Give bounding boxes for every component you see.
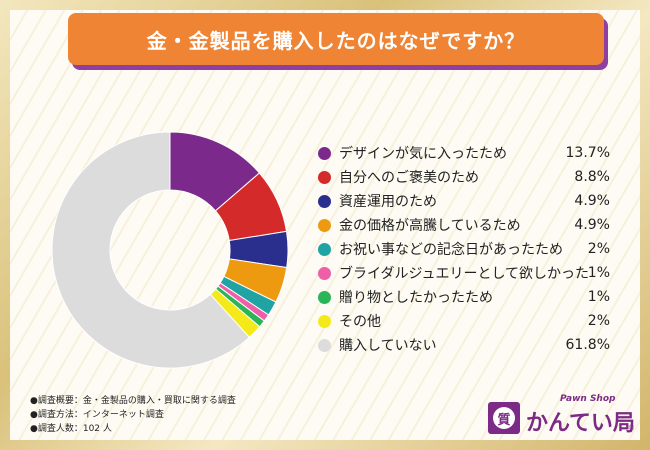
legend-color-dot-icon bbox=[318, 338, 331, 352]
legend-item: 贈り物としたかったため 1% bbox=[318, 285, 618, 309]
survey-note-summary: ●調査概要：金・金製品の購入・買取に関する調査 bbox=[30, 396, 236, 406]
logo-subtitle: Pawn Shop bbox=[560, 394, 616, 404]
legend-label: 金の価格が高騰しているため bbox=[339, 218, 521, 234]
legend-item: お祝い事などの記念日があったため 2% bbox=[318, 237, 618, 261]
legend-item: 購入していない 61.8% bbox=[318, 333, 618, 357]
legend-color-dot-icon bbox=[318, 314, 331, 328]
legend-item: 資産運用のため 4.9% bbox=[318, 189, 618, 213]
legend-item: 金の価格が高騰しているため 4.9% bbox=[318, 213, 618, 237]
legend-label: お祝い事などの記念日があったため bbox=[339, 242, 563, 258]
legend-value: 4.9% bbox=[574, 217, 610, 233]
pawn-mark-icon: 質 bbox=[488, 402, 520, 434]
legend-color-dot-icon bbox=[318, 170, 331, 184]
pawn-mark-text: 質 bbox=[493, 407, 515, 429]
legend-label: 資産運用のため bbox=[339, 194, 437, 210]
legend-color-dot-icon bbox=[318, 290, 331, 304]
legend-item: デザインが気に入ったため 13.7% bbox=[318, 141, 618, 165]
legend-item: ブライダルジュエリーとして欲しかった 1% bbox=[318, 261, 618, 285]
logo-name: かんてい局 bbox=[526, 411, 635, 436]
chart-card: 金・金製品を購入したのはなぜですか？ デザインが気に入ったため 13.7% 自分への… bbox=[10, 10, 640, 440]
legend-color-dot-icon bbox=[318, 146, 331, 160]
legend-value: 13.7% bbox=[565, 145, 610, 161]
survey-note-method: ●調査方法：インターネット調査 bbox=[30, 410, 164, 420]
legend-color-dot-icon bbox=[318, 194, 331, 208]
brand-logo: 質 Pawn Shop かんてい局 ® bbox=[488, 394, 638, 444]
legend-color-dot-icon bbox=[318, 266, 331, 280]
survey-note-count: ●調査人数：102 人 bbox=[30, 424, 112, 434]
legend-value: 4.9% bbox=[574, 193, 610, 209]
legend-label: その他 bbox=[339, 314, 381, 330]
legend-value: 2% bbox=[587, 313, 610, 329]
legend-label: ブライダルジュエリーとして欲しかった bbox=[339, 266, 590, 282]
legend: デザインが気に入ったため 13.7% 自分へのご褒美のため 8.8% 資産運用のため 4.… bbox=[318, 141, 618, 357]
logo-registered-mark: ® bbox=[628, 424, 635, 432]
legend-label: 自分へのご褒美のため bbox=[339, 170, 479, 186]
donut-chart bbox=[51, 131, 289, 369]
title-banner: 金・金製品を購入したのはなぜですか？ bbox=[68, 13, 604, 65]
donut-slice-9 bbox=[51, 131, 251, 369]
legend-color-dot-icon bbox=[318, 218, 331, 232]
legend-label: 購入していない bbox=[339, 338, 437, 354]
legend-label: デザインが気に入ったため bbox=[339, 146, 507, 162]
legend-color-dot-icon bbox=[318, 242, 331, 256]
legend-value: 1% bbox=[587, 289, 610, 305]
legend-item: 自分へのご褒美のため 8.8% bbox=[318, 165, 618, 189]
legend-label: 贈り物としたかったため bbox=[339, 290, 493, 306]
legend-value: 2% bbox=[587, 241, 610, 257]
legend-value: 61.8% bbox=[565, 337, 610, 353]
survey-notes: ●調査概要：金・金製品の購入・買取に関する調査 ●調査方法：インターネット調査 … bbox=[30, 394, 236, 436]
chart-title: 金・金製品を購入したのはなぜですか？ bbox=[146, 28, 526, 53]
legend-value: 8.8% bbox=[574, 169, 610, 185]
legend-value: 1% bbox=[587, 265, 610, 281]
legend-item: その他 2% bbox=[318, 309, 618, 333]
